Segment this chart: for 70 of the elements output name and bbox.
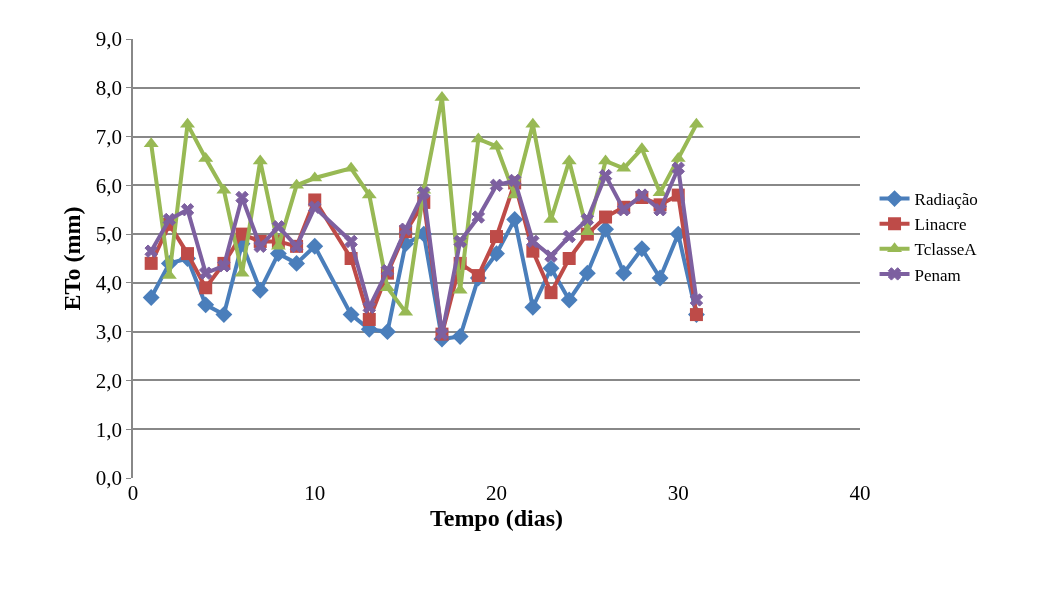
point: [633, 240, 651, 258]
point: [253, 239, 267, 254]
point: [451, 328, 469, 345]
point: [344, 234, 358, 249]
y-tick-label: 9,0: [95, 27, 123, 52]
x-tick-label: 10: [304, 481, 326, 505]
point: [198, 266, 213, 280]
y-tick-label: 5,0: [95, 222, 123, 247]
point: [524, 298, 542, 316]
point: [180, 203, 195, 217]
point: [599, 210, 613, 224]
x-tick-label: 0: [127, 481, 139, 505]
x-tick-label: 30: [667, 481, 689, 505]
y-tick-label: 0,0: [95, 466, 123, 491]
point: [144, 244, 158, 258]
y-tick-label: 8,0: [95, 76, 123, 101]
point: [471, 210, 486, 224]
y-tick-label: 4,0: [95, 271, 123, 296]
point: [671, 161, 685, 175]
point: [488, 245, 505, 263]
y-tick-label: 1,0: [95, 417, 123, 442]
point: [598, 168, 613, 183]
point: [308, 200, 322, 214]
point: [542, 259, 560, 277]
point: [235, 190, 249, 205]
point: [651, 269, 669, 287]
point: [362, 312, 376, 326]
point: [342, 306, 360, 324]
legend-label: Linacre: [914, 215, 967, 235]
point: [362, 300, 376, 314]
y-tick-label: 3,0: [95, 320, 123, 345]
point: [562, 229, 576, 244]
point: [197, 296, 215, 314]
point: [288, 254, 306, 272]
legend-label: Radiação: [914, 190, 978, 210]
y-tick-label: 7,0: [95, 124, 123, 149]
point: [544, 286, 558, 300]
point: [306, 237, 324, 255]
point: [562, 252, 576, 265]
x-axis-title: Tempo (dias): [429, 505, 564, 531]
point: [560, 291, 578, 309]
point: [162, 212, 177, 227]
point: [506, 211, 524, 228]
point: [489, 178, 504, 193]
point: [199, 281, 213, 295]
point: [578, 264, 596, 282]
point: [144, 256, 158, 270]
point: [471, 269, 485, 283]
point: [142, 289, 160, 306]
point: [271, 220, 286, 234]
point: [490, 230, 503, 244]
point: [453, 234, 467, 249]
y-tick-label: 6,0: [95, 173, 123, 198]
point: [251, 281, 269, 299]
legend-label: TclasseA: [914, 240, 978, 260]
point: [544, 249, 558, 263]
y-tick-label: 2,0: [95, 368, 123, 393]
x-tick-label: 20: [486, 481, 507, 505]
point: [379, 323, 396, 341]
point: [417, 185, 431, 200]
legend-label: Penam: [914, 265, 961, 285]
point: [615, 264, 633, 282]
point: [580, 212, 595, 227]
point: [653, 203, 667, 217]
point: [181, 247, 195, 261]
x-tick-label: 40: [849, 481, 871, 505]
point: [526, 234, 540, 249]
point: [215, 306, 233, 324]
y-axis-title: ETo (mm): [59, 206, 86, 311]
point: [689, 293, 704, 307]
